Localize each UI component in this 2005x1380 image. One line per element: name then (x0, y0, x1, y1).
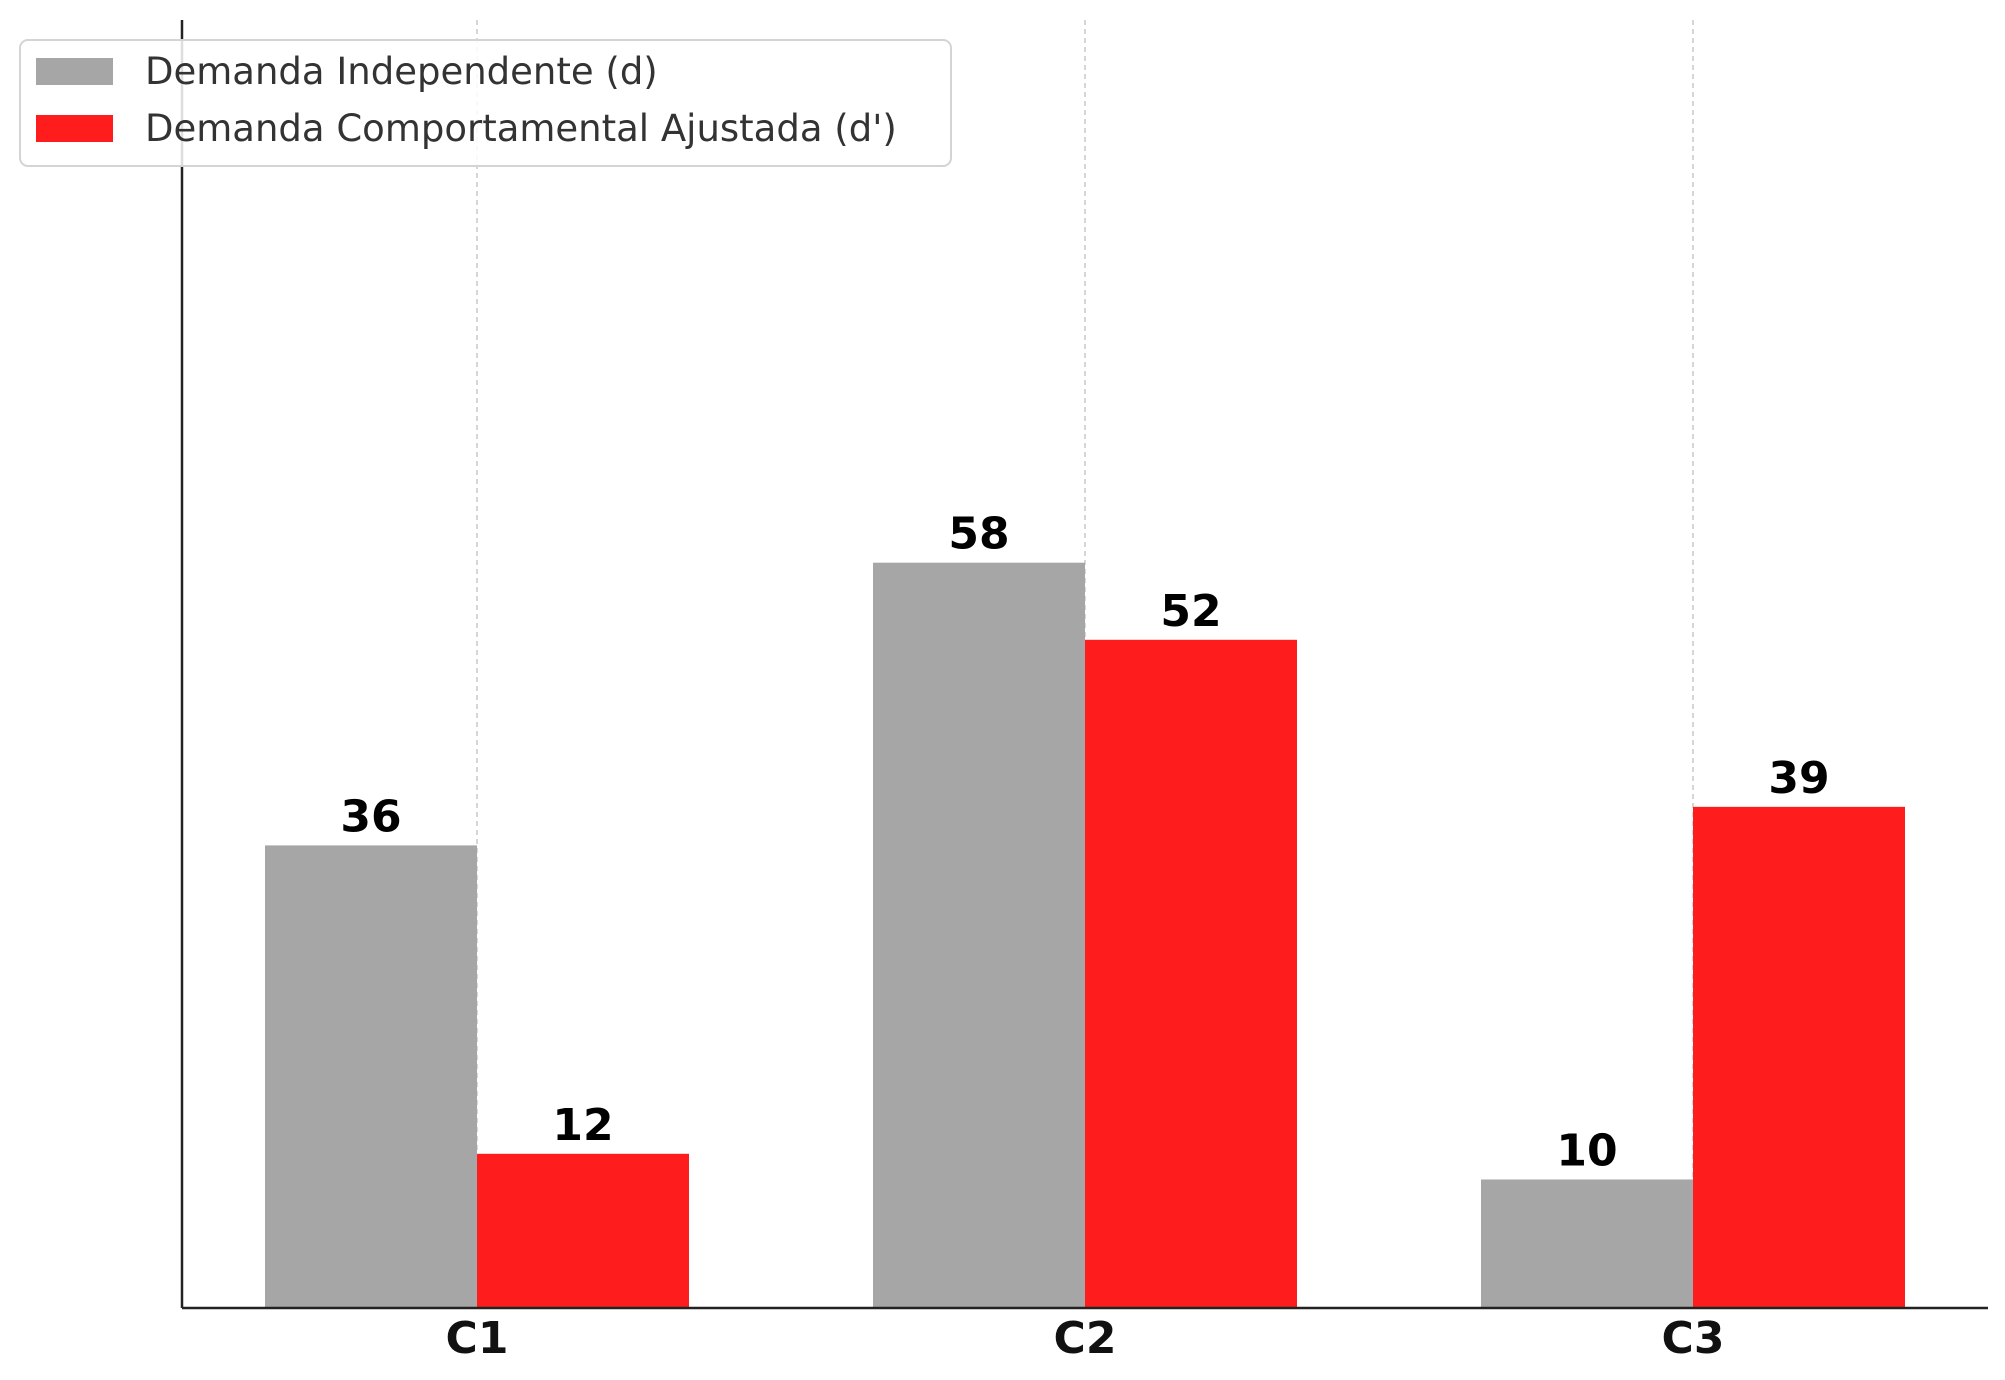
legend-swatch-comportamental (36, 115, 113, 142)
bars (265, 562, 1905, 1308)
data-label-c3-comportamental: 39 (1768, 753, 1829, 804)
x-tick-label-c2: C2 (1054, 1313, 1117, 1364)
legend-box (19, 39, 952, 167)
x-tick-labels: C1 C2 C3 (446, 1313, 1725, 1364)
bar-c2-independente (873, 562, 1085, 1308)
x-tick-label-c3: C3 (1662, 1313, 1725, 1364)
data-label-c1-comportamental: 12 (552, 1100, 613, 1151)
x-tick-label-c1: C1 (446, 1313, 509, 1364)
bar-c3-comportamental (1693, 806, 1905, 1308)
legend-label-comportamental: Demanda Comportamental Ajustada (d') (145, 107, 897, 150)
bar-c2-comportamental (1085, 639, 1297, 1308)
axes (180, 20, 1988, 1310)
bar-c3-independente (1481, 1179, 1693, 1308)
data-label-c2-independente: 58 (948, 509, 1009, 560)
bar-c1-comportamental (477, 1153, 689, 1308)
data-label-c1-independente: 36 (340, 791, 401, 842)
legend: Demanda Independente (d) Demanda Comport… (19, 39, 952, 167)
legend-label-independente: Demanda Independente (d) (145, 50, 658, 93)
bar-c1-independente (265, 845, 477, 1308)
data-label-c2-comportamental: 52 (1160, 586, 1221, 637)
legend-swatch-independente (36, 58, 113, 85)
data-labels: 36 12 58 52 10 39 (340, 509, 1829, 1177)
data-label-c3-independente: 10 (1556, 1126, 1617, 1177)
